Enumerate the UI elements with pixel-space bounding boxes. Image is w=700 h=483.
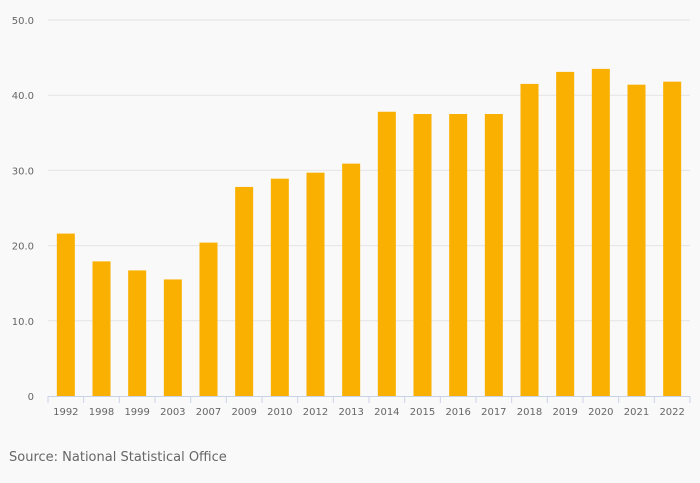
x-tick-label: 2022 [659, 407, 684, 418]
y-tick-label: 10.0 [12, 317, 34, 328]
x-tick-label: 2018 [517, 407, 542, 418]
x-tick-label: 2014 [374, 407, 399, 418]
bar-2021 [627, 84, 646, 396]
bar-2018 [520, 83, 539, 397]
bar-2015 [413, 114, 432, 396]
bar-2013 [342, 163, 361, 396]
y-tick-label: 30.0 [12, 166, 34, 177]
bar-2020 [591, 68, 610, 396]
x-tick-label: 2009 [231, 407, 256, 418]
x-tick-label: 2003 [160, 407, 185, 418]
bar-2003 [163, 279, 182, 396]
x-tick-label: 2017 [481, 407, 506, 418]
y-tick-label: 0 [28, 392, 34, 403]
bar-2009 [235, 186, 254, 396]
x-tick-label: 1998 [89, 407, 114, 418]
bar-1999 [128, 270, 147, 396]
x-tick-label: 2015 [410, 407, 435, 418]
x-tick-label: 2020 [588, 407, 613, 418]
y-tick-label: 20.0 [12, 242, 34, 253]
bar-2016 [449, 114, 468, 396]
bar-2007 [199, 242, 218, 396]
bar-1998 [92, 261, 111, 396]
bar-2022 [663, 81, 682, 396]
x-tick-label: 2019 [552, 407, 577, 418]
bar-chart: 0 10.0 20.0 30.0 40.0 50.0 1992 1998 1999 2003 200… [12, 16, 691, 418]
y-tick-label: 50.0 [12, 16, 34, 27]
bar-2017 [484, 114, 503, 396]
bar-2019 [556, 71, 575, 396]
x-tick-label: 2013 [338, 407, 363, 418]
x-tick-label: 1999 [124, 407, 149, 418]
bar-2010 [270, 178, 289, 396]
bar-2012 [306, 172, 325, 396]
x-tick-label: 2016 [445, 407, 470, 418]
x-tick-label: 2012 [303, 407, 328, 418]
x-tick-label: 1992 [53, 407, 78, 418]
bar-1992 [56, 233, 75, 396]
x-tick-label: 2010 [267, 407, 292, 418]
source-note: Source: National Statistical Office [9, 450, 227, 465]
x-tick-label: 2021 [624, 407, 649, 418]
x-tick-label: 2007 [196, 407, 221, 418]
bar-2014 [377, 111, 396, 396]
y-tick-label: 40.0 [12, 91, 34, 102]
